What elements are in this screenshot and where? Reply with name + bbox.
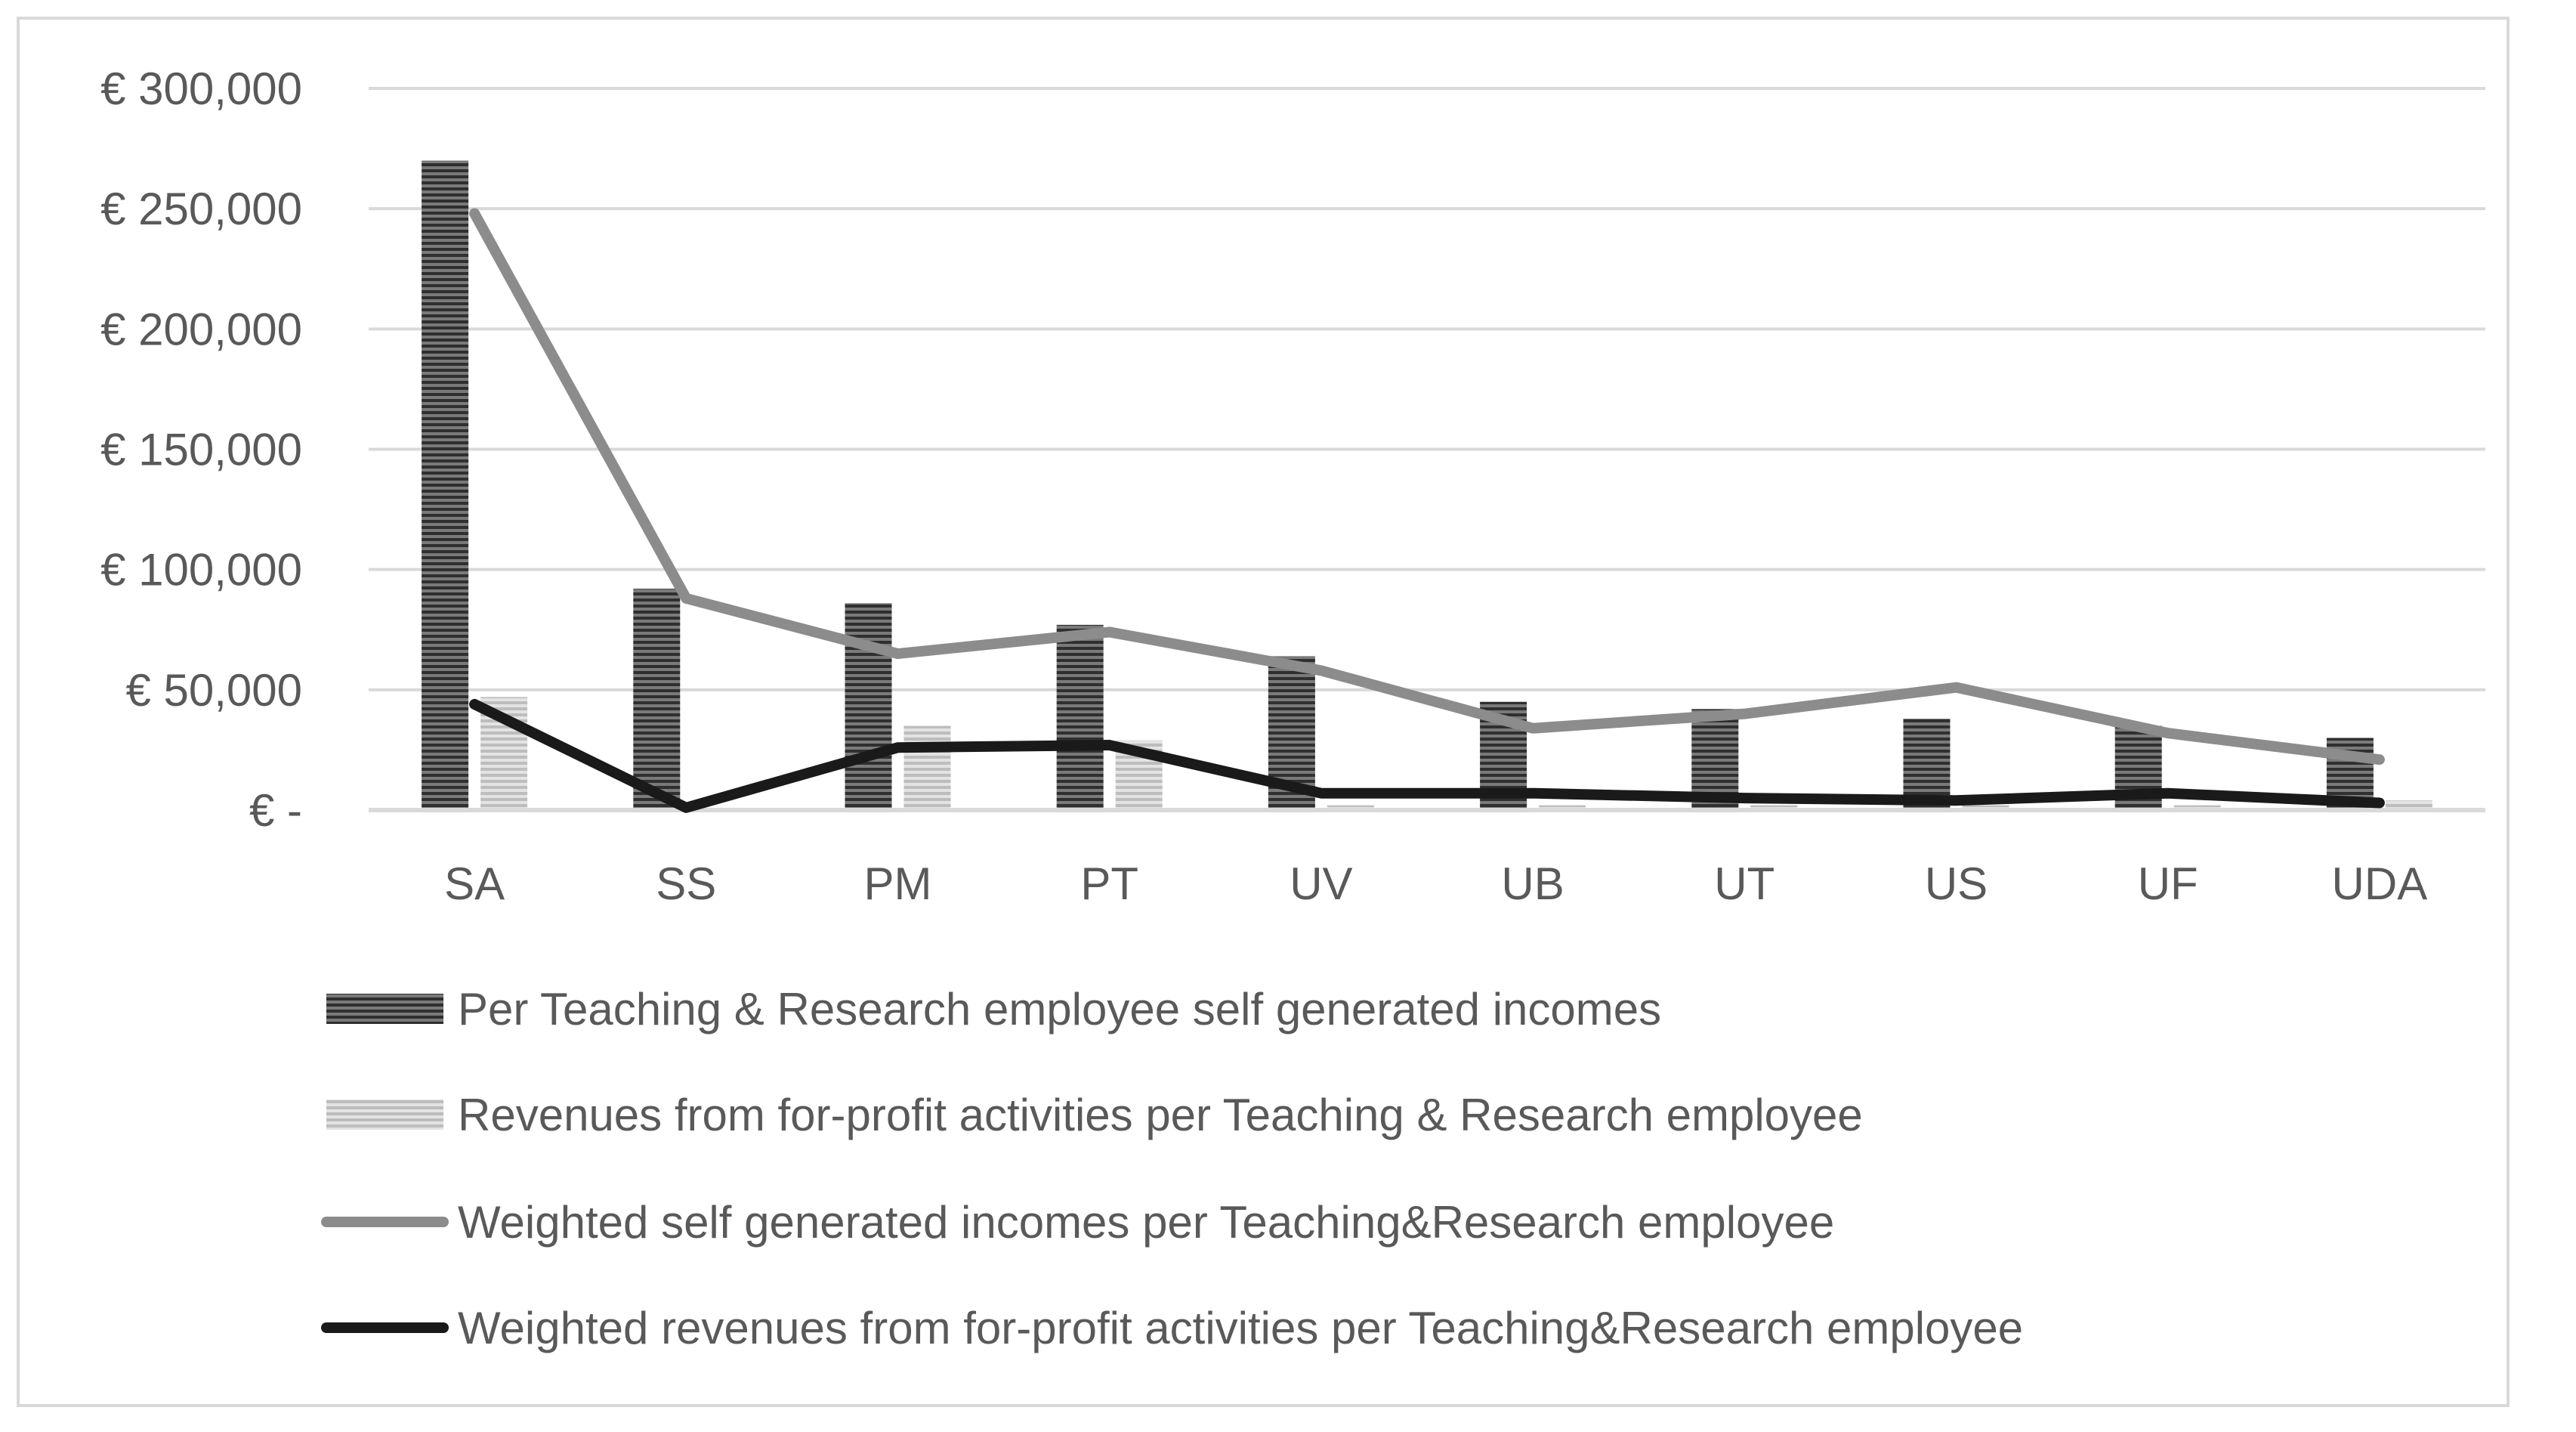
line-weighted-for-profit-revenues bbox=[469, 698, 2385, 813]
lines bbox=[469, 208, 2385, 813]
y-tick-label: € 200,000 bbox=[100, 304, 302, 354]
bar-for-profit-revenues-pm bbox=[903, 725, 951, 810]
bar-for-profit-revenues-uv bbox=[1327, 805, 1374, 810]
line-weighted-self-generated-incomes bbox=[469, 208, 2385, 765]
bar-for-profit-revenues-uda bbox=[2385, 800, 2432, 810]
bar-for-profit-revenues-us bbox=[1962, 805, 2009, 810]
x-axis-tick-labels: SA SS PM PT UV UB UT US UF UDA bbox=[444, 858, 2427, 909]
x-tick-label: SA bbox=[444, 858, 505, 909]
x-tick-label: PM bbox=[864, 858, 932, 909]
y-tick-label: € 300,000 bbox=[100, 63, 302, 114]
bar-self-generated-incomes-pt bbox=[1056, 624, 1104, 810]
x-tick-label: UF bbox=[2138, 858, 2198, 909]
bar-self-generated-incomes-pm bbox=[845, 603, 892, 810]
y-tick-label: € 50,000 bbox=[125, 665, 302, 716]
x-tick-label: SS bbox=[656, 858, 716, 909]
bar-self-generated-incomes-ss bbox=[633, 589, 681, 810]
bar-for-profit-revenues-ub bbox=[1539, 805, 1586, 810]
bar-for-profit-revenues-ut bbox=[1750, 805, 1798, 810]
y-tick-label: € - bbox=[249, 785, 302, 836]
legend-label: Weighted revenues from for-profit activi… bbox=[458, 1303, 2023, 1353]
legend-swatch bbox=[326, 994, 443, 1024]
gridlines bbox=[369, 87, 2485, 691]
legend-label: Revenues from for-profit activities per … bbox=[458, 1090, 1863, 1140]
bar-for-profit-revenues-uf bbox=[2173, 805, 2221, 810]
bar-self-generated-incomes-sa bbox=[422, 160, 469, 810]
x-tick-label: US bbox=[1925, 858, 1988, 909]
legend-label: Weighted self generated incomes per Teac… bbox=[458, 1197, 1834, 1248]
y-axis-tick-labels: € - € 50,000 € 100,000 € 150,000 € 200,000 € … bbox=[100, 63, 302, 836]
bars bbox=[422, 160, 2432, 810]
x-tick-label: UDA bbox=[2332, 858, 2428, 909]
y-tick-label: € 100,000 bbox=[100, 545, 302, 595]
x-tick-label: UB bbox=[1501, 858, 1564, 909]
x-tick-label: UV bbox=[1290, 858, 1352, 909]
legend-label: Per Teaching & Research employee self ge… bbox=[458, 984, 1661, 1035]
x-tick-label: PT bbox=[1080, 858, 1138, 909]
x-tick-label: UT bbox=[1714, 858, 1774, 909]
legend-swatch bbox=[326, 1100, 443, 1130]
legend: Per Teaching & Research employee self ge… bbox=[321, 984, 2023, 1353]
y-tick-label: € 150,000 bbox=[100, 425, 302, 475]
y-tick-label: € 250,000 bbox=[100, 184, 302, 234]
